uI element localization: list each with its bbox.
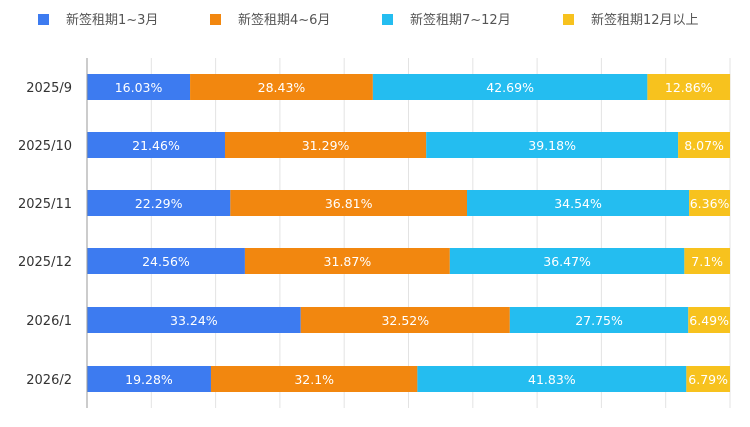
bar-segment: 16.03% [87, 74, 191, 100]
legend-swatch [38, 14, 49, 25]
data-label: 8.07% [684, 138, 724, 153]
legend-swatch [382, 14, 393, 25]
bar-segment: 28.43% [190, 74, 373, 100]
bar-segment: 27.75% [509, 307, 689, 333]
bar [87, 74, 191, 100]
bar-segment: 24.56% [87, 248, 245, 274]
bar-segment: 34.54% [467, 190, 690, 216]
category-label: 2025/12 [18, 255, 72, 270]
bar [190, 74, 373, 100]
bar [87, 366, 211, 392]
legend-item: 新签租期1~3月 [38, 12, 158, 28]
bar [417, 366, 687, 392]
data-label: 32.1% [294, 372, 334, 387]
data-label: 24.56% [142, 254, 190, 269]
bar-segment: 31.29% [224, 132, 427, 158]
legend-item: 新签租期12月以上 [563, 12, 699, 28]
bar-segment: 36.47% [449, 248, 685, 274]
bar-segment: 41.83% [417, 366, 687, 392]
gridlines [150, 58, 731, 408]
legend-item: 新签租期7~12月 [382, 12, 511, 28]
data-label: 6.36% [690, 196, 730, 211]
legend-label: 新签租期4~6月 [238, 12, 330, 28]
bar [87, 307, 301, 333]
legend-label: 新签租期1~3月 [66, 12, 158, 28]
data-label: 6.49% [689, 313, 729, 328]
bar-segment: 31.87% [244, 248, 450, 274]
bar [449, 248, 685, 274]
bar [372, 74, 648, 100]
data-label: 12.86% [665, 80, 713, 95]
data-label: 31.87% [324, 254, 372, 269]
legend-label: 新签租期7~12月 [410, 12, 511, 28]
legend-swatch [563, 14, 574, 25]
data-label: 27.75% [575, 313, 623, 328]
bar [688, 307, 730, 333]
bar-segment: 42.69% [372, 74, 648, 100]
category-label: 2026/1 [26, 314, 72, 329]
data-label: 42.69% [486, 80, 534, 95]
bar-segment: 36.81% [230, 190, 468, 216]
bar [87, 190, 231, 216]
data-label: 34.54% [554, 196, 602, 211]
bar [87, 248, 245, 274]
bars: 16.03% 28.43% 42.69% 12.86% 21.46% 31.29% 39.1… [87, 74, 731, 392]
data-label: 22.29% [135, 196, 183, 211]
data-label: 31.29% [302, 138, 350, 153]
category-label: 2026/2 [26, 373, 72, 388]
bar-segment: 21.46% [87, 132, 225, 158]
category-label: 2025/11 [18, 197, 72, 212]
data-label: 6.79% [688, 372, 728, 387]
bar-segment: 32.1% [210, 366, 418, 392]
bar [210, 366, 418, 392]
legend-item: 新签租期4~6月 [210, 12, 330, 28]
bar-segment: 6.79% [686, 366, 730, 392]
bar-segment: 8.07% [678, 132, 730, 158]
bar-segment: 33.24% [87, 307, 301, 333]
data-label: 41.83% [528, 372, 576, 387]
bar-segment: 22.29% [87, 190, 231, 216]
bar [244, 248, 450, 274]
bar [509, 307, 689, 333]
legend-swatch [210, 14, 221, 25]
bar-segment: 6.49% [688, 307, 730, 333]
bar-segment: 6.36% [689, 190, 730, 216]
bar [230, 190, 468, 216]
bar-segment: 32.52% [300, 307, 510, 333]
legend-label: 新签租期12月以上 [591, 12, 699, 28]
data-label: 7.1% [691, 254, 723, 269]
bar-segment: 12.86% [647, 74, 731, 100]
category-label: 2025/10 [18, 139, 72, 154]
legend: 新签租期1~3月 新签租期4~6月 新签租期7~12月 新签租期12月以上 [38, 12, 699, 28]
data-label: 36.47% [543, 254, 591, 269]
bar [426, 132, 679, 158]
data-label: 33.24% [170, 313, 218, 328]
bar-segment: 7.1% [684, 248, 730, 274]
data-label: 19.28% [125, 372, 173, 387]
data-label: 16.03% [115, 80, 163, 95]
bar [678, 132, 730, 158]
bar [224, 132, 427, 158]
bar-segment: 39.18% [426, 132, 679, 158]
bar [684, 248, 730, 274]
bar-segment: 19.28% [87, 366, 211, 392]
data-label: 21.46% [132, 138, 180, 153]
bar [467, 190, 690, 216]
bar [87, 132, 225, 158]
bar [300, 307, 510, 333]
category-label: 2025/9 [26, 81, 72, 96]
category-labels: 2025/9 2025/10 2025/11 2025/12 2026/1 2026/2 [18, 81, 72, 388]
bar [647, 74, 731, 100]
bar [686, 366, 730, 392]
data-label: 32.52% [381, 313, 429, 328]
bar [689, 190, 730, 216]
data-label: 36.81% [325, 196, 373, 211]
data-label: 39.18% [528, 138, 576, 153]
data-label: 28.43% [258, 80, 306, 95]
